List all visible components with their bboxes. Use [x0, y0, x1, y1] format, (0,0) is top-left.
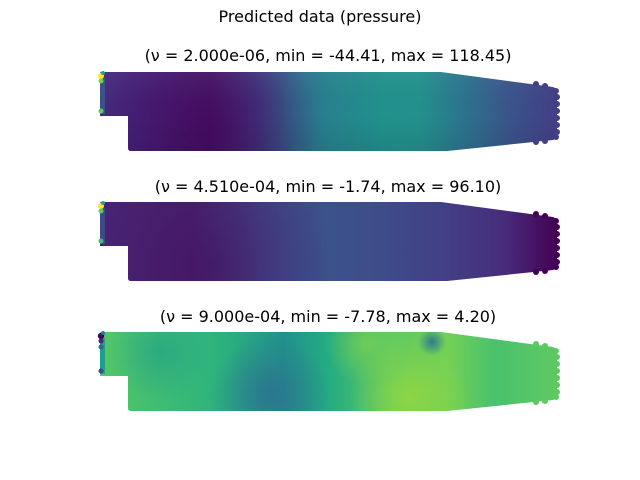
panel-title-1: (ν = 2.000e-06, min = -44.41, max = 118.…	[144, 46, 512, 65]
inlet-points-2	[98, 201, 105, 244]
boundary-points-2	[533, 211, 560, 275]
figure-title: Predicted data (pressure)	[218, 7, 422, 26]
boundary-points-1	[533, 81, 560, 145]
panel-title-2: (ν = 4.510e-04, min = -1.74, max = 96.10…	[154, 177, 502, 196]
field-panel-1	[98, 71, 560, 151]
field-panel-2	[98, 201, 560, 281]
field-panel-3	[97, 331, 560, 411]
inlet-points-3	[97, 331, 105, 374]
inlet-points-1	[98, 71, 105, 114]
panel-title-3: (ν = 9.000e-04, min = -7.78, max = 4.20)	[159, 307, 497, 326]
boundary-points-3	[533, 341, 560, 405]
